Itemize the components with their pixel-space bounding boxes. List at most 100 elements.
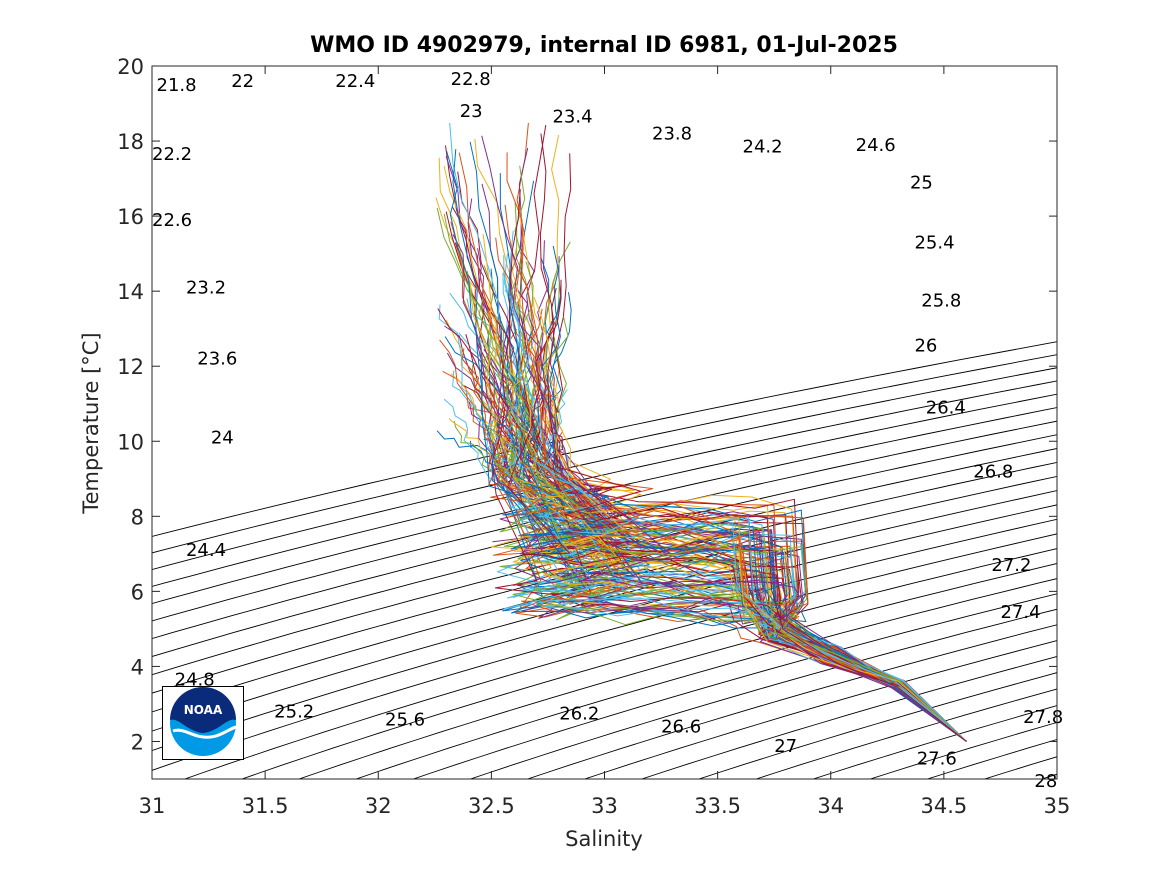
y-tick-label: 2 — [131, 730, 144, 754]
contour-label: 28 — [1034, 771, 1057, 792]
profile-line — [533, 296, 967, 742]
profile-line — [527, 287, 967, 742]
contour-label: 25 — [910, 172, 933, 193]
contour-label: 26.4 — [926, 397, 966, 418]
density-contour-line — [152, 490, 1057, 732]
contour-label: 22.2 — [152, 144, 192, 165]
y-tick-label: 8 — [131, 505, 144, 529]
contour-label: 24 — [211, 428, 234, 449]
profile-line — [474, 404, 967, 742]
profile-line — [511, 165, 967, 742]
contour-label: 24.8 — [175, 670, 215, 691]
contour-label: 23.8 — [652, 124, 692, 145]
noaa-logo: NOAA — [162, 686, 244, 760]
profile-line — [487, 393, 967, 742]
profile-line — [509, 295, 967, 742]
y-tick-label: 6 — [131, 580, 144, 604]
density-contour-line — [983, 756, 1057, 779]
x-tick-label: 31 — [139, 794, 166, 818]
profile-line — [496, 423, 967, 742]
y-tick-label: 12 — [117, 355, 144, 379]
density-contour-line — [152, 407, 1057, 622]
contour-label: 25.8 — [921, 291, 961, 312]
density-contour-line — [152, 380, 1057, 587]
density-contour-line — [583, 640, 1057, 779]
contour-label: 27.4 — [1000, 602, 1040, 623]
profile-line — [499, 173, 967, 742]
contour-label: 25.4 — [914, 232, 954, 253]
x-axis-label: Salinity — [565, 827, 643, 851]
x-axis-ticks: 31 31.5 32 32.5 33 33.5 34 34.5 35 — [139, 66, 1071, 818]
density-contour-line — [1039, 55, 1167, 798]
density-contour-line — [811, 705, 1057, 779]
density-contour-line — [297, 563, 1057, 779]
contour-label: 22.6 — [152, 210, 192, 231]
profile-line — [491, 189, 967, 742]
float-profiles — [435, 122, 967, 742]
density-contour-line — [697, 672, 1057, 779]
contour-label: 22.4 — [335, 71, 375, 92]
profile-line — [461, 358, 967, 742]
density-contour-line — [240, 548, 1057, 779]
contour-label: 21.8 — [157, 75, 197, 96]
profile-line — [517, 290, 967, 742]
density-contour-line — [469, 608, 1057, 779]
profile-line — [437, 308, 967, 742]
y-tick-label: 18 — [117, 130, 144, 154]
contour-label: 26.6 — [661, 716, 701, 737]
contour-label: 24.6 — [856, 135, 896, 156]
density-contour-line — [152, 341, 1057, 537]
profile-line — [549, 245, 967, 742]
density-contour-line — [152, 367, 1057, 571]
x-tick-label: 32 — [365, 794, 392, 818]
contour-label: 27.2 — [991, 555, 1031, 576]
noaa-emblem-icon: NOAA — [170, 687, 237, 756]
density-contour-line — [1096, 55, 1167, 798]
x-tick-label: 32.5 — [468, 794, 515, 818]
profile-line — [446, 151, 967, 742]
profile-line — [439, 339, 967, 742]
contour-label: 25.6 — [385, 710, 425, 731]
contour-label: 24.4 — [186, 540, 226, 561]
x-tick-label: 35 — [1044, 794, 1071, 818]
contour-label: 26.2 — [559, 703, 599, 724]
contour-labels: 21.8 22 22.4 22.8 23 23.4 23.8 24.2 24.6 25 25.4 25… — [152, 69, 1063, 792]
density-contour-line — [926, 738, 1057, 779]
density-contour-line — [868, 721, 1057, 779]
profile-line — [518, 244, 967, 742]
profile-line — [467, 271, 967, 742]
density-contours — [152, 55, 1167, 798]
contour-label: 22.8 — [451, 69, 491, 90]
density-contour-line — [152, 475, 1057, 713]
profile-line — [504, 405, 967, 742]
density-contour-line — [152, 461, 1057, 694]
density-contour-line — [152, 518, 1057, 771]
density-contour-line — [1040, 773, 1057, 779]
y-tick-label: 20 — [117, 55, 144, 79]
contour-label: 26 — [914, 336, 937, 357]
contour-label: 23.4 — [552, 107, 592, 128]
x-tick-label: 34 — [817, 794, 844, 818]
profile-line — [461, 348, 967, 742]
profile-line — [490, 147, 967, 742]
contour-label: 23.6 — [197, 349, 237, 370]
profile-line — [481, 135, 967, 742]
contour-label: 25.2 — [274, 701, 314, 722]
density-contour-line — [152, 504, 1057, 752]
profile-line — [544, 389, 967, 742]
chart-title: WMO ID 4902979, internal ID 6981, 01-Jul… — [310, 33, 898, 58]
x-tick-label: 33 — [591, 794, 618, 818]
contour-label: 27.6 — [917, 748, 957, 769]
y-tick-label: 14 — [117, 280, 144, 304]
contour-label: 24.2 — [743, 137, 783, 158]
contour-label: 22 — [231, 71, 254, 92]
density-contour-line — [412, 593, 1057, 779]
profile-line — [506, 152, 967, 742]
y-tick-label: 10 — [117, 430, 144, 454]
profile-line — [501, 125, 967, 742]
y-tick-label: 16 — [117, 205, 144, 229]
y-tick-label: 4 — [131, 655, 144, 679]
